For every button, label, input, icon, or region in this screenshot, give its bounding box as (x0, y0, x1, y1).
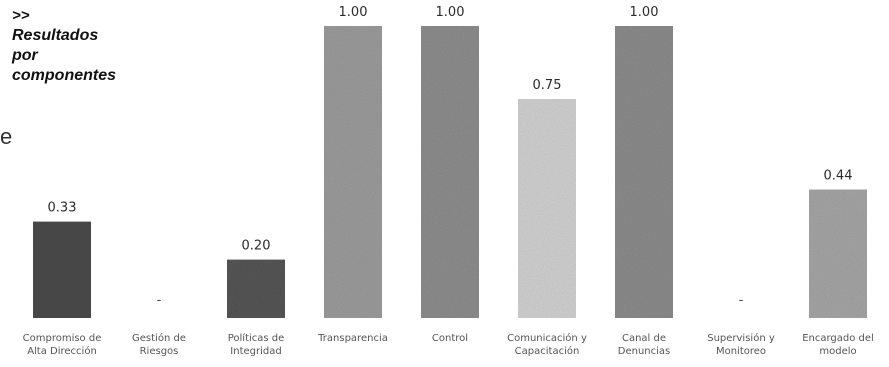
category-label-6-line-1: Denuncias (618, 346, 670, 357)
category-label-2-line-0: Políticas de (228, 332, 285, 344)
bar-3 (324, 26, 382, 318)
category-label-7-line-1: Monitoreo (716, 346, 766, 357)
value-label-6: 1.00 (630, 5, 659, 20)
category-label-8-line-0: Encargado del (802, 333, 874, 344)
bars-layer (33, 26, 867, 318)
title-prefix: >> (12, 7, 30, 24)
chart-title-block: >> Resultados por componentes (12, 8, 172, 86)
category-label-4-line-0: Control (432, 333, 468, 344)
category-label-8-line-1: modelo (819, 346, 856, 357)
title-line-2: por (12, 47, 38, 64)
category-label-0-line-1: Alta Dirección (27, 345, 97, 357)
value-label-4: 1.00 (436, 5, 465, 20)
category-label-1-line-0: Gestión de (132, 332, 186, 344)
cut-off-text-fragment: e (0, 124, 13, 149)
category-label-5-line-1: Capacitación (515, 345, 580, 357)
category-label-3-line-0: Transparencia (317, 333, 388, 344)
title-line-3: componentes (12, 67, 117, 84)
bar-8 (809, 189, 867, 318)
category-label-1-line-1: Riesgos (140, 346, 179, 357)
value-label-2: 0.20 (242, 239, 271, 254)
bar-6 (615, 26, 673, 318)
category-label-7-line-0: Supervisión y (707, 332, 775, 344)
title-line-1: Resultados (12, 27, 99, 44)
category-label-6-line-0: Canal de (622, 333, 666, 344)
value-labels-layer: 0.33 - 0.20 1.00 1.00 0.75 1.00 - 0.44 (48, 5, 853, 308)
value-label-7: - (739, 293, 744, 308)
category-label-2-line-1: Integridad (230, 346, 281, 357)
value-label-5: 0.75 (533, 78, 562, 93)
bar-5 (518, 99, 576, 318)
bar-2 (227, 259, 285, 318)
bar-4 (421, 26, 479, 318)
value-label-0: 0.33 (48, 201, 77, 216)
value-label-1: - (157, 293, 162, 308)
category-label-5-line-0: Comunicación y (507, 332, 587, 344)
value-label-8: 0.44 (824, 169, 853, 184)
bar-0 (33, 221, 91, 318)
value-label-3: 1.00 (339, 5, 368, 20)
category-label-0-line-0: Compromiso de (23, 333, 102, 344)
